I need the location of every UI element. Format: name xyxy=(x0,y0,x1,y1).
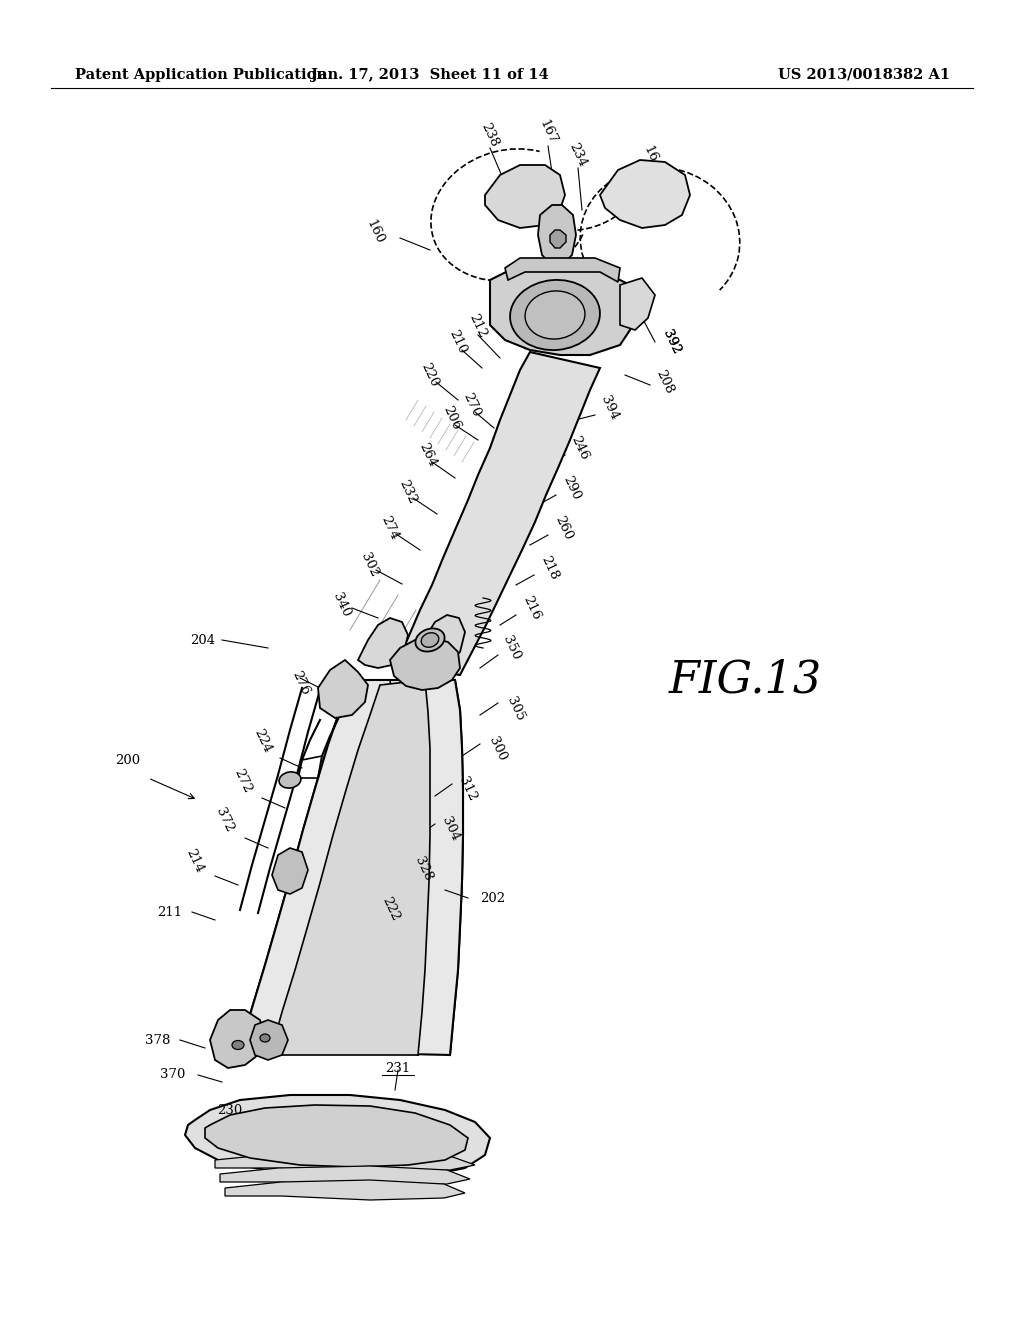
Text: 164: 164 xyxy=(641,144,664,172)
Polygon shape xyxy=(395,352,600,675)
Polygon shape xyxy=(538,205,575,265)
Text: 220: 220 xyxy=(419,360,441,389)
Ellipse shape xyxy=(232,1040,244,1049)
Ellipse shape xyxy=(260,1034,270,1041)
Text: 290: 290 xyxy=(561,474,584,502)
Polygon shape xyxy=(390,638,460,690)
Text: 246: 246 xyxy=(568,434,591,462)
Ellipse shape xyxy=(280,772,301,788)
Text: 264: 264 xyxy=(417,441,439,469)
Text: 372: 372 xyxy=(213,807,236,834)
Text: 200: 200 xyxy=(115,754,140,767)
Text: 392: 392 xyxy=(660,327,683,356)
Text: 232: 232 xyxy=(396,478,419,506)
Text: 350: 350 xyxy=(501,634,523,663)
Polygon shape xyxy=(270,680,430,1055)
Polygon shape xyxy=(185,1096,490,1177)
Text: 211: 211 xyxy=(157,906,182,919)
Text: 328: 328 xyxy=(412,855,434,883)
Text: 224: 224 xyxy=(252,726,273,755)
Text: Jan. 17, 2013  Sheet 11 of 14: Jan. 17, 2013 Sheet 11 of 14 xyxy=(311,69,549,82)
Text: 370: 370 xyxy=(160,1068,185,1081)
Polygon shape xyxy=(550,230,566,248)
Text: 212: 212 xyxy=(467,312,489,341)
Polygon shape xyxy=(220,1166,470,1185)
Text: 210: 210 xyxy=(446,327,469,356)
Text: 304: 304 xyxy=(439,816,462,843)
Text: 392: 392 xyxy=(660,327,683,356)
Text: 274: 274 xyxy=(379,513,401,543)
Text: 272: 272 xyxy=(231,767,254,795)
Text: 167: 167 xyxy=(537,117,559,147)
Text: US 2013/0018382 A1: US 2013/0018382 A1 xyxy=(778,69,950,82)
Polygon shape xyxy=(215,1152,475,1172)
Polygon shape xyxy=(240,680,463,1055)
Text: 302: 302 xyxy=(358,550,381,579)
Polygon shape xyxy=(272,847,308,894)
Text: FIG.13: FIG.13 xyxy=(669,659,821,702)
Polygon shape xyxy=(505,257,620,282)
Polygon shape xyxy=(210,1010,265,1068)
Text: 305: 305 xyxy=(504,696,526,723)
Text: 214: 214 xyxy=(183,846,206,875)
Polygon shape xyxy=(318,660,368,718)
Ellipse shape xyxy=(510,280,600,350)
Text: Patent Application Publication: Patent Application Publication xyxy=(75,69,327,82)
Polygon shape xyxy=(490,271,635,355)
Polygon shape xyxy=(205,1105,468,1167)
Text: 218: 218 xyxy=(539,554,561,582)
Polygon shape xyxy=(620,279,655,330)
Text: 340: 340 xyxy=(331,591,353,619)
Text: 300: 300 xyxy=(486,735,509,764)
Text: 206: 206 xyxy=(440,404,463,432)
Text: 230: 230 xyxy=(217,1104,243,1117)
Polygon shape xyxy=(485,165,565,228)
Ellipse shape xyxy=(421,632,439,647)
Polygon shape xyxy=(600,160,690,228)
Text: 378: 378 xyxy=(144,1034,170,1047)
Text: 208: 208 xyxy=(653,368,676,396)
Ellipse shape xyxy=(525,290,585,339)
Text: 312: 312 xyxy=(456,775,478,804)
Text: 222: 222 xyxy=(379,895,401,924)
Polygon shape xyxy=(250,1020,288,1060)
Text: 202: 202 xyxy=(480,891,505,904)
Polygon shape xyxy=(358,618,408,668)
Text: 276: 276 xyxy=(289,669,311,698)
Text: 231: 231 xyxy=(385,1061,411,1074)
Polygon shape xyxy=(415,615,465,667)
Ellipse shape xyxy=(416,628,444,652)
Polygon shape xyxy=(225,1180,465,1200)
Text: 270: 270 xyxy=(461,391,483,420)
Text: 394: 394 xyxy=(599,393,622,422)
Text: 160: 160 xyxy=(364,218,386,247)
Text: 234: 234 xyxy=(566,141,589,169)
Text: 238: 238 xyxy=(479,121,501,149)
Text: 204: 204 xyxy=(189,634,215,647)
Text: 216: 216 xyxy=(521,594,543,622)
Text: 260: 260 xyxy=(553,513,575,543)
